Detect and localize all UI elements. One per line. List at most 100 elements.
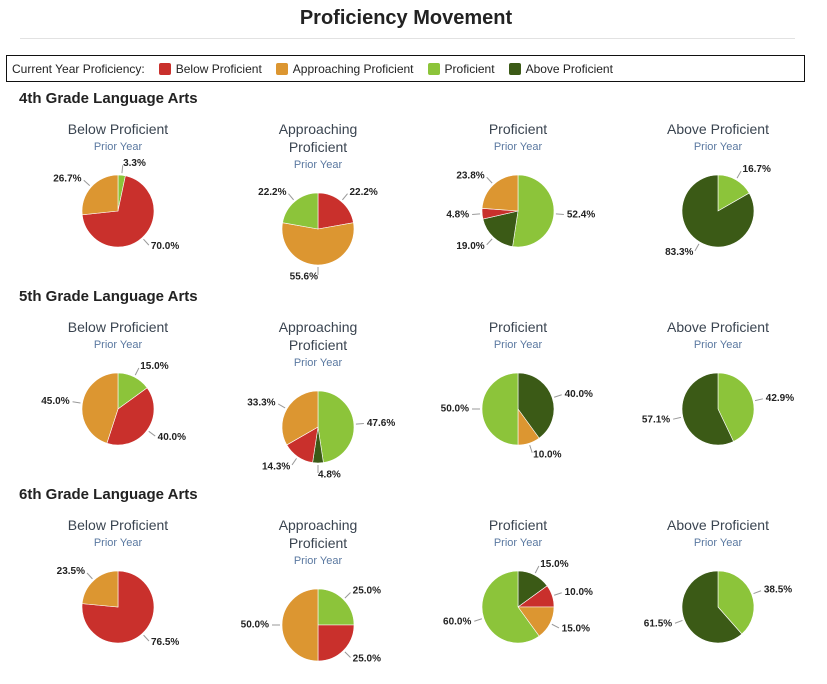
pie-plot: 3.3% 70.0% 26.7% bbox=[53, 158, 179, 252]
pie-chart: Approaching Proficient Prior Year 22.2% 55.… bbox=[218, 120, 418, 284]
chart-subtitle: Prior Year bbox=[93, 537, 143, 549]
label-connector bbox=[736, 170, 742, 179]
slice-label: 25.0% bbox=[353, 586, 381, 597]
section-title: 4th Grade Language Arts bbox=[19, 90, 198, 107]
legend-swatch bbox=[508, 62, 521, 75]
slice-label: 55.6% bbox=[290, 272, 318, 283]
chart-title: Below Proficient bbox=[67, 319, 169, 335]
label-connector bbox=[143, 238, 150, 246]
pie-slice bbox=[317, 588, 355, 626]
pie-slice bbox=[317, 192, 354, 230]
chart-title: Above Proficient bbox=[667, 517, 769, 533]
legend-item: Below Proficient bbox=[158, 61, 262, 76]
chart-subtitle: Prior Year bbox=[493, 141, 543, 153]
label-connector bbox=[474, 618, 483, 622]
slice-label: 22.2% bbox=[349, 187, 377, 198]
pie-plot: 15.0% 40.0% 45.0% bbox=[41, 361, 186, 446]
slice-label: 38.5% bbox=[764, 585, 792, 596]
pie-chart: Approaching Proficient Prior Year 47.6% 4.8… bbox=[218, 318, 418, 482]
chart-title: Above Proficient bbox=[667, 121, 769, 137]
pie-plot: 76.5% 23.5% bbox=[57, 566, 180, 648]
pie-plot: 47.6% 4.8% 14.3% 33.3% bbox=[247, 390, 395, 481]
label-connector bbox=[534, 565, 540, 574]
label-connector bbox=[277, 403, 286, 409]
label-connector bbox=[355, 423, 364, 425]
chart-title: Approaching Proficient bbox=[278, 319, 358, 353]
pie-chart: Approaching Proficient Prior Year 25.0% 25.… bbox=[218, 516, 418, 680]
label-connector bbox=[148, 430, 156, 437]
legend-label: Above Proficient bbox=[525, 61, 613, 76]
pie-slice bbox=[481, 174, 519, 212]
slice-label: 33.3% bbox=[247, 398, 275, 409]
pie-slice bbox=[717, 372, 755, 442]
pie-slice bbox=[281, 222, 355, 266]
label-connector bbox=[143, 634, 150, 642]
label-connector bbox=[674, 619, 683, 624]
label-connector bbox=[344, 592, 351, 599]
legend-label: Below Proficient bbox=[175, 61, 262, 76]
pie-slice bbox=[681, 570, 743, 644]
pie-plot: 25.0% 25.0% 50.0% bbox=[241, 586, 381, 665]
slice-label: 23.5% bbox=[57, 566, 85, 577]
pie-chart: Below Proficient Prior Year 76.5% 23.5% bbox=[18, 516, 218, 662]
pie-slice bbox=[681, 174, 755, 248]
legend-swatch bbox=[427, 62, 440, 75]
legend-title: Current Year Proficiency: bbox=[12, 61, 145, 76]
pie-slice bbox=[681, 372, 734, 446]
pie-slice bbox=[81, 175, 155, 248]
chart-title: Approaching Proficient bbox=[278, 121, 358, 155]
chart-subtitle: Prior Year bbox=[293, 357, 343, 369]
legend-label: Approaching Proficient bbox=[292, 61, 414, 76]
pie-plot: 52.4% 19.0% 4.8% 23.8% bbox=[446, 170, 595, 251]
pie-plot: 15.0% 10.0% 15.0% 60.0% bbox=[443, 559, 593, 644]
section-title: 6th Grade Language Arts bbox=[19, 486, 198, 503]
chart-subtitle: Prior Year bbox=[693, 141, 743, 153]
slice-label: 10.0% bbox=[533, 449, 561, 460]
slice-label: 47.6% bbox=[367, 418, 395, 429]
chart-subtitle: Prior Year bbox=[493, 339, 543, 351]
pie-chart: Proficient Prior Year 40.0% 10.0% 50.0% bbox=[418, 318, 618, 464]
legend-swatch bbox=[158, 62, 171, 75]
chart-title: Proficient bbox=[488, 517, 548, 533]
slice-label: 25.0% bbox=[353, 654, 381, 665]
pie-chart: Proficient Prior Year 15.0% 10.0% 15.0% 60.0% bbox=[418, 516, 618, 662]
label-connector bbox=[342, 193, 348, 201]
label-connector bbox=[673, 416, 682, 420]
label-connector bbox=[754, 398, 763, 402]
chart-subtitle: Prior Year bbox=[93, 339, 143, 351]
legend-item: Above Proficient bbox=[508, 61, 613, 76]
slice-label: 76.5% bbox=[151, 637, 179, 648]
label-connector bbox=[551, 623, 560, 629]
slice-label: 50.0% bbox=[441, 404, 469, 415]
legend-item: Proficient bbox=[427, 61, 495, 76]
label-connector bbox=[72, 401, 81, 404]
pie-slice bbox=[717, 570, 755, 635]
label-connector bbox=[83, 179, 91, 186]
section-title: 5th Grade Language Arts bbox=[19, 288, 198, 305]
pie-slice bbox=[481, 372, 519, 446]
slice-label: 26.7% bbox=[53, 174, 81, 185]
pie-plot: 22.2% 55.6% 22.2% bbox=[258, 187, 378, 283]
pie-chart: Above Proficient Prior Year 42.9% 57.1% bbox=[618, 318, 818, 464]
pie-slice bbox=[517, 372, 555, 439]
slice-label: 83.3% bbox=[665, 247, 693, 258]
chart-subtitle: Prior Year bbox=[93, 141, 143, 153]
pie-plot: 40.0% 10.0% 50.0% bbox=[441, 372, 593, 460]
legend-item: Approaching Proficient bbox=[275, 61, 414, 76]
pie-plot: 16.7% 83.3% bbox=[665, 164, 771, 258]
pie-chart: Below Proficient Prior Year 3.3% 70.0% 26.7% bbox=[18, 120, 218, 266]
pie-slice bbox=[106, 387, 155, 446]
legend-label: Proficient bbox=[444, 61, 495, 76]
slice-label: 16.7% bbox=[743, 164, 771, 175]
pie-slice bbox=[281, 390, 319, 446]
slice-label: 57.1% bbox=[642, 414, 670, 425]
slice-label: 4.8% bbox=[318, 470, 341, 481]
slice-label: 40.0% bbox=[565, 389, 593, 400]
label-connector bbox=[553, 394, 562, 398]
pie-slice bbox=[81, 174, 119, 216]
chart-title: Below Proficient bbox=[67, 121, 169, 137]
pie-chart: Above Proficient Prior Year 16.7% 83.3% bbox=[618, 120, 818, 266]
chart-subtitle: Prior Year bbox=[293, 159, 343, 171]
label-connector bbox=[555, 213, 564, 215]
